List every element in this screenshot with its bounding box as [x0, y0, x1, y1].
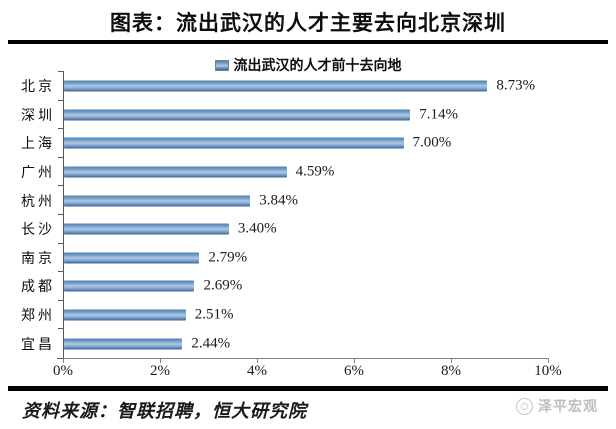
bar-row: 南京 2.79% [21, 242, 549, 273]
category-label: 深圳 [21, 108, 55, 124]
bar-row: 宜昌 2.44% [21, 328, 549, 358]
bottom-divider [8, 386, 608, 391]
legend-swatch-icon [214, 59, 229, 71]
value-label: 2.51% [194, 306, 234, 323]
category-label: 长沙 [21, 223, 55, 239]
bar [64, 223, 229, 235]
bar [64, 109, 411, 121]
bar-row: 郑州 2.51% [21, 299, 549, 330]
value-label: 7.00% [412, 134, 452, 151]
bar-row: 成都 2.69% [21, 271, 549, 301]
category-label: 杭州 [21, 194, 55, 210]
bar [64, 309, 186, 321]
y-axis-tick [58, 185, 64, 187]
x-axis-tick [160, 358, 161, 363]
y-axis-tick [58, 299, 64, 301]
bar [64, 338, 183, 350]
x-axis-tick [257, 358, 258, 363]
category-label: 郑州 [21, 309, 55, 325]
y-axis-tick [58, 156, 64, 158]
y-axis-tick [58, 242, 64, 244]
bar-row: 杭州 3.84% [21, 185, 549, 215]
bar [64, 195, 251, 207]
bar [64, 166, 287, 178]
watermark-text: 泽平宏观 [538, 400, 598, 415]
category-label: 北京 [21, 80, 55, 96]
value-label: 3.84% [259, 192, 298, 209]
x-axis-tick-label: 6% [344, 363, 364, 379]
value-label: 2.44% [191, 335, 231, 352]
bar-row: 广州 4.59% [21, 156, 549, 187]
value-label: 2.79% [208, 249, 248, 266]
value-label: 8.73% [496, 77, 536, 94]
source-text: 资料来源：智联招聘，恒大研究院 [22, 401, 307, 421]
x-axis-tick-label: 0% [53, 363, 73, 379]
y-axis-tick [58, 271, 64, 273]
value-label: 2.69% [203, 277, 243, 294]
x-axis-tick [354, 358, 355, 363]
y-axis-tick [58, 328, 64, 330]
bar-row: 长沙 3.40% [21, 213, 549, 244]
bar [64, 80, 488, 92]
y-axis-tick [58, 128, 64, 130]
category-label: 南京 [21, 251, 55, 267]
bar [64, 252, 200, 264]
y-axis-tick [58, 71, 64, 72]
bar [64, 137, 404, 149]
bar-row: 深圳 7.14% [21, 99, 549, 130]
x-axis-tick-label: 2% [150, 363, 170, 379]
x-axis-tick [63, 358, 64, 363]
bar-row: 上海 7.00% [21, 128, 549, 158]
x-axis-tick-label: 10% [534, 363, 562, 379]
category-label: 广州 [21, 166, 55, 182]
legend-label: 流出武汉的人才前十去向地 [233, 59, 402, 74]
category-label: 宜昌 [21, 337, 55, 353]
category-label: 上海 [21, 137, 55, 153]
bar [64, 280, 195, 292]
bar-row: 北京 8.73% [21, 71, 549, 101]
value-label: 7.14% [419, 106, 459, 123]
category-label: 成都 [21, 280, 55, 296]
y-axis-tick [58, 213, 64, 215]
x-axis-tick [548, 358, 549, 363]
value-label: 4.59% [295, 163, 335, 180]
x-axis-tick [451, 358, 452, 363]
page-title: 图表：流出武汉的人才主要去向北京深圳 [110, 11, 506, 35]
chart-legend: 流出武汉的人才前十去向地 [0, 55, 616, 75]
value-label: 3.40% [237, 220, 277, 237]
plot-area: 北京 8.73% 深圳 7.14% 上海 7.00% 广州 4.59% 杭州 3.84% 长沙 3.4… [21, 71, 549, 359]
zeping-logo-icon [516, 397, 533, 415]
x-axis-tick-label: 4% [247, 363, 267, 379]
y-axis-tick [58, 99, 64, 101]
watermark: 泽平宏观 [516, 396, 598, 416]
x-axis-tick-label: 8% [441, 363, 461, 379]
top-divider [8, 40, 608, 44]
